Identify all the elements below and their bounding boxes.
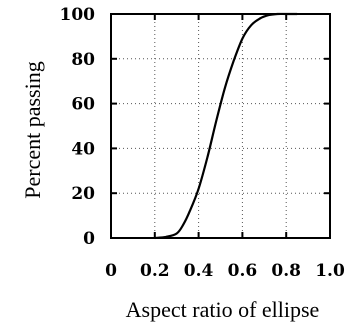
y-tick-label: 80 [71, 50, 95, 70]
x-tick-label: 0.4 [184, 261, 214, 281]
series-layer [154, 12, 298, 240]
y-tick-label: 40 [71, 139, 95, 159]
x-tick-label: 0.6 [228, 261, 258, 281]
x-tick-label: 0.8 [271, 261, 301, 281]
x-tick-label: 1.0 [315, 261, 345, 281]
y-tick-label: 100 [60, 5, 96, 25]
tick-labels: 0 20 40 60 80 100 0 0.2 0.4 0.6 0.8 1.0 [60, 5, 345, 281]
plot-frame [110, 13, 331, 239]
grid-lines [111, 14, 330, 238]
y-tick-label: 0 [83, 229, 95, 249]
axis-ticks [110, 13, 331, 239]
y-tick-label: 60 [71, 95, 95, 115]
series-line [154, 12, 298, 240]
x-tick-label: 0.2 [140, 261, 170, 281]
y-tick-label: 20 [71, 184, 95, 204]
x-axis-title: Aspect ratio of ellipse [126, 297, 320, 322]
x-tick-label: 0 [105, 261, 117, 281]
y-axis-title: Percent passing [20, 61, 45, 198]
